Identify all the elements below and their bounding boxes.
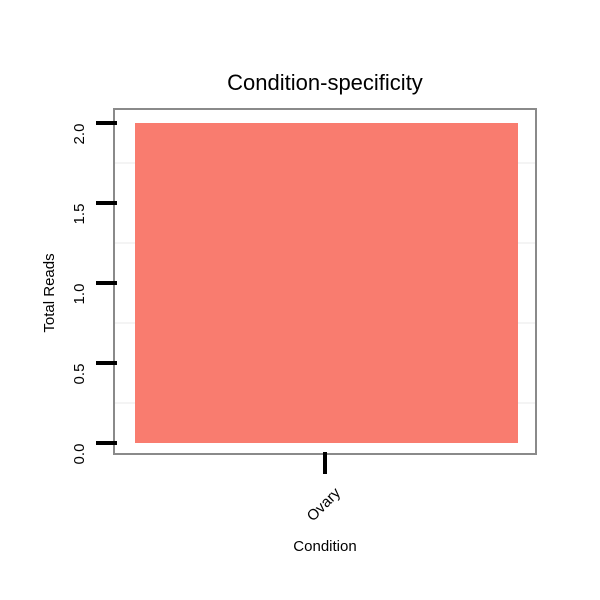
x-tick-mark bbox=[323, 452, 327, 474]
bar bbox=[135, 123, 518, 443]
chart-title: Condition-specificity bbox=[227, 70, 423, 95]
y-tick-label: 1.5 bbox=[71, 203, 88, 225]
y-tick-label: 1.0 bbox=[71, 283, 88, 305]
y-tick-label: 0.0 bbox=[71, 443, 88, 465]
y-tick-mark bbox=[96, 201, 117, 205]
y-tick-mark bbox=[96, 121, 117, 125]
plot-area bbox=[113, 108, 537, 455]
y-tick-mark bbox=[96, 441, 117, 445]
x-axis-title: Condition bbox=[293, 538, 357, 555]
y-tick-label: 2.0 bbox=[71, 123, 88, 145]
y-tick-mark bbox=[96, 361, 117, 365]
y-axis-title: Total Reads bbox=[41, 253, 58, 333]
x-category-label: Ovary bbox=[303, 484, 345, 525]
y-tick-label: 0.5 bbox=[71, 363, 88, 385]
y-tick-mark bbox=[96, 281, 117, 285]
